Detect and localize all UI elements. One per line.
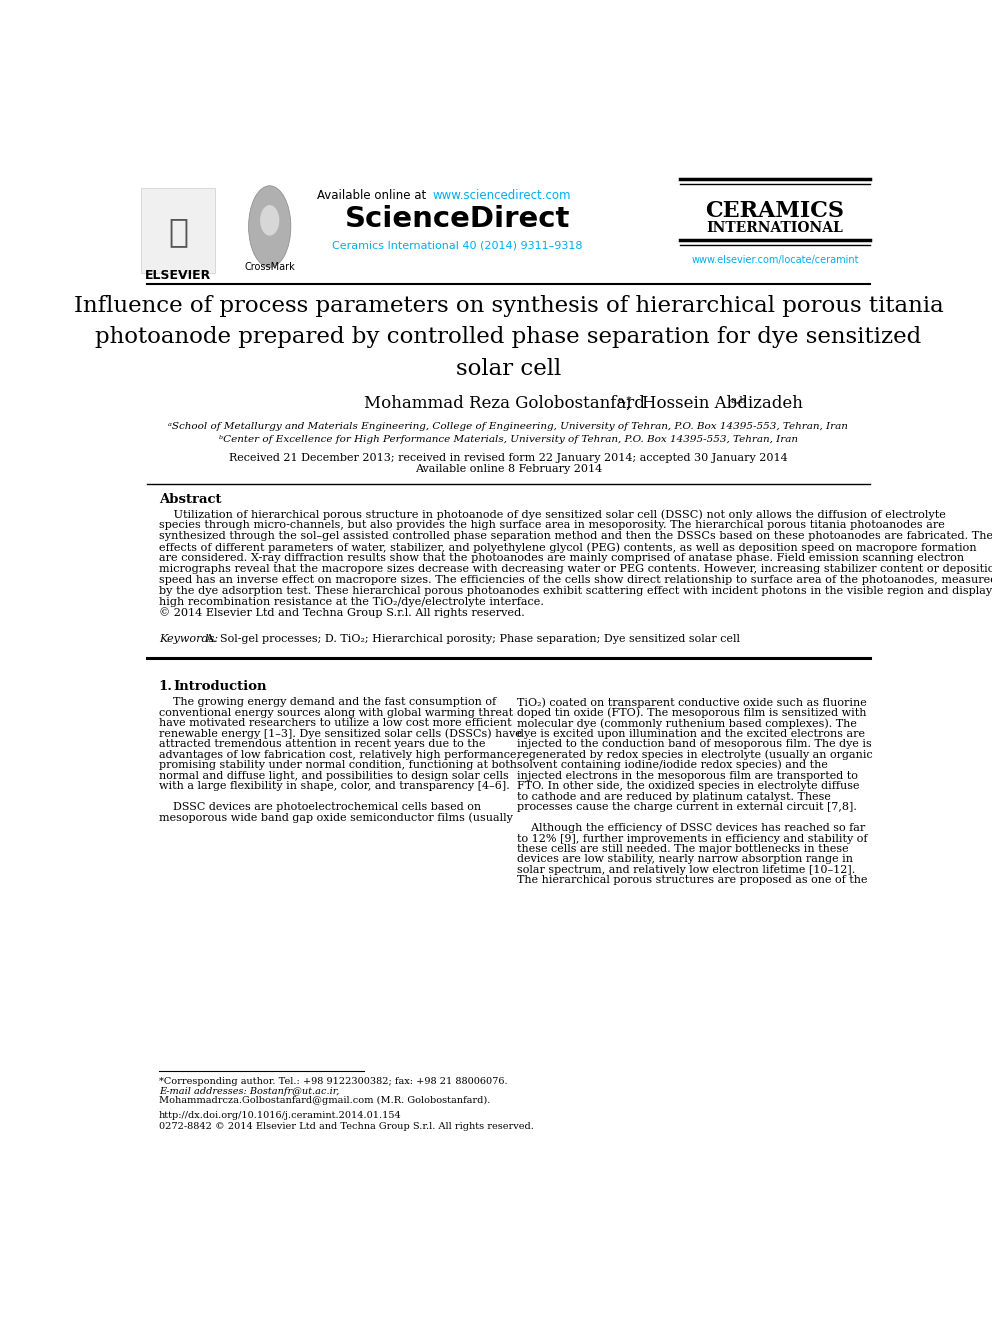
Text: Keywords:: Keywords: <box>159 634 221 644</box>
Text: Introduction: Introduction <box>174 680 267 693</box>
Text: Available online at: Available online at <box>317 189 431 202</box>
Text: INTERNATIONAL: INTERNATIONAL <box>706 221 843 235</box>
Text: promising stability under normal condition, functioning at both: promising stability under normal conditi… <box>159 761 517 770</box>
Text: injected electrons in the mesoporous film are transported to: injected electrons in the mesoporous fil… <box>517 771 858 781</box>
Text: species through micro-channels, but also provides the high surface area in mesop: species through micro-channels, but also… <box>159 520 944 531</box>
Text: ScienceDirect: ScienceDirect <box>344 205 570 233</box>
Text: ,  Hossein Abdizadeh: , Hossein Abdizadeh <box>626 396 804 413</box>
Text: processes cause the charge current in external circuit [7,8].: processes cause the charge current in ex… <box>517 802 857 812</box>
Text: *Corresponding author. Tel.: +98 9122300382; fax: +98 21 88006076.: *Corresponding author. Tel.: +98 9122300… <box>159 1077 508 1086</box>
Text: Mohammadrcza.Golbostanfard@gmail.com (M.R. Golobostanfard).: Mohammadrcza.Golbostanfard@gmail.com (M.… <box>159 1095 490 1105</box>
Text: http://dx.doi.org/10.1016/j.ceramint.2014.01.154: http://dx.doi.org/10.1016/j.ceramint.201… <box>159 1111 402 1121</box>
Text: www.elsevier.com/locate/ceramint: www.elsevier.com/locate/ceramint <box>691 255 859 266</box>
Bar <box>141 188 215 273</box>
Text: advantages of low fabrication cost, relatively high performance,: advantages of low fabrication cost, rela… <box>159 750 520 759</box>
Text: mesoporous wide band gap oxide semiconductor films (usually: mesoporous wide band gap oxide semicondu… <box>159 812 513 823</box>
Text: Mohammad Reza Golobostanfard: Mohammad Reza Golobostanfard <box>364 396 645 413</box>
Text: ELSEVIER: ELSEVIER <box>145 270 211 282</box>
Text: regenerated by redox species in electrolyte (usually an organic: regenerated by redox species in electrol… <box>517 749 873 759</box>
Text: a,*: a,* <box>618 396 632 405</box>
Text: doped tin oxide (FTO). The mesoporous film is sensitized with: doped tin oxide (FTO). The mesoporous fi… <box>517 708 866 718</box>
Text: ᵇCenter of Excellence for High Performance Materials, University of Tehran, P.O.: ᵇCenter of Excellence for High Performan… <box>219 434 798 443</box>
Text: CERAMICS: CERAMICS <box>705 200 844 222</box>
Ellipse shape <box>260 205 280 235</box>
Text: high recombination resistance at the TiO₂/dye/electrolyte interface.: high recombination resistance at the TiO… <box>159 597 544 607</box>
Text: solvent containing iodine/iodide redox species) and the: solvent containing iodine/iodide redox s… <box>517 759 827 770</box>
Text: DSSC devices are photoelectrochemical cells based on: DSSC devices are photoelectrochemical ce… <box>159 802 481 812</box>
Text: are considered. X-ray diffraction results show that the photoanodes are mainly c: are considered. X-ray diffraction result… <box>159 553 964 564</box>
Text: Received 21 December 2013; received in revised form 22 January 2014; accepted 30: Received 21 December 2013; received in r… <box>229 452 788 463</box>
Text: Abstract: Abstract <box>159 492 221 505</box>
Text: effects of different parameters of water, stabilizer, and polyethylene glycol (P: effects of different parameters of water… <box>159 542 976 553</box>
Text: renewable energy [1–3]. Dye sensitized solar cells (DSSCs) have: renewable energy [1–3]. Dye sensitized s… <box>159 729 522 740</box>
Text: micrographs reveal that the macropore sizes decrease with decreasing water or PE: micrographs reveal that the macropore si… <box>159 564 992 574</box>
Text: 1.: 1. <box>159 680 173 693</box>
Text: molecular dye (commonly ruthenium based complexes). The: molecular dye (commonly ruthenium based … <box>517 718 857 729</box>
Text: The growing energy demand and the fast consumption of: The growing energy demand and the fast c… <box>159 697 496 708</box>
Text: Ceramics International 40 (2014) 9311–9318: Ceramics International 40 (2014) 9311–93… <box>332 241 582 251</box>
Text: 🌿: 🌿 <box>169 216 188 249</box>
Text: these cells are still needed. The major bottlenecks in these: these cells are still needed. The major … <box>517 844 848 853</box>
Text: FTO. In other side, the oxidized species in electrolyte diffuse: FTO. In other side, the oxidized species… <box>517 781 859 791</box>
Text: CrossMark: CrossMark <box>244 262 295 271</box>
Text: to cathode and are reduced by platinum catalyst. These: to cathode and are reduced by platinum c… <box>517 791 831 802</box>
Text: solar spectrum, and relatively low electron lifetime [10–12].: solar spectrum, and relatively low elect… <box>517 865 855 875</box>
Text: 0272-8842 © 2014 Elsevier Ltd and Techna Group S.r.l. All rights reserved.: 0272-8842 © 2014 Elsevier Ltd and Techna… <box>159 1122 534 1131</box>
Text: devices are low stability, nearly narrow absorption range in: devices are low stability, nearly narrow… <box>517 855 853 864</box>
Ellipse shape <box>249 185 291 267</box>
Text: by the dye adsorption test. These hierarchical porous photoanodes exhibit scatte: by the dye adsorption test. These hierar… <box>159 586 992 597</box>
Text: dye is excited upon illumination and the excited electrons are: dye is excited upon illumination and the… <box>517 729 865 738</box>
Text: The hierarchical porous structures are proposed as one of the: The hierarchical porous structures are p… <box>517 876 867 885</box>
Text: speed has an inverse effect on macropore sizes. The efficiencies of the cells sh: speed has an inverse effect on macropore… <box>159 576 992 585</box>
Text: conventional energy sources along with global warming threat: conventional energy sources along with g… <box>159 708 513 718</box>
Text: Influence of process parameters on synthesis of hierarchical porous titania
phot: Influence of process parameters on synth… <box>73 295 943 380</box>
Text: to 12% [9], further improvements in efficiency and stability of: to 12% [9], further improvements in effi… <box>517 833 867 844</box>
Text: injected to the conduction band of mesoporous film. The dye is: injected to the conduction band of mesop… <box>517 740 872 749</box>
Text: Available online 8 February 2014: Available online 8 February 2014 <box>415 464 602 474</box>
Text: attracted tremendous attention in recent years due to the: attracted tremendous attention in recent… <box>159 740 485 749</box>
Text: ᵃSchool of Metallurgy and Materials Engineering, College of Engineering, Univers: ᵃSchool of Metallurgy and Materials Engi… <box>169 422 848 431</box>
Text: A. Sol-gel processes; D. TiO₂; Hierarchical porosity; Phase separation; Dye sens: A. Sol-gel processes; D. TiO₂; Hierarchi… <box>204 634 740 644</box>
Text: normal and diffuse light, and possibilities to design solar cells: normal and diffuse light, and possibilit… <box>159 771 509 781</box>
Text: with a large flexibility in shape, color, and transparency [4–6].: with a large flexibility in shape, color… <box>159 781 510 791</box>
Text: www.sciencedirect.com: www.sciencedirect.com <box>433 189 571 202</box>
Text: Although the efficiency of DSSC devices has reached so far: Although the efficiency of DSSC devices … <box>517 823 865 833</box>
Text: E-mail addresses: Bostanfr@ut.ac.ir,: E-mail addresses: Bostanfr@ut.ac.ir, <box>159 1086 339 1095</box>
Text: a,b: a,b <box>731 396 747 405</box>
Text: © 2014 Elsevier Ltd and Techna Group S.r.l. All rights reserved.: © 2014 Elsevier Ltd and Techna Group S.r… <box>159 607 525 618</box>
Text: Utilization of hierarchical porous structure in photoanode of dye sensitized sol: Utilization of hierarchical porous struc… <box>159 509 945 520</box>
Text: have motivated researchers to utilize a low cost more efficient: have motivated researchers to utilize a … <box>159 718 512 729</box>
Text: synthesized through the sol–gel assisted controlled phase separation method and : synthesized through the sol–gel assisted… <box>159 532 992 541</box>
Text: TiO₂) coated on transparent conductive oxide such as fluorine: TiO₂) coated on transparent conductive o… <box>517 697 867 708</box>
